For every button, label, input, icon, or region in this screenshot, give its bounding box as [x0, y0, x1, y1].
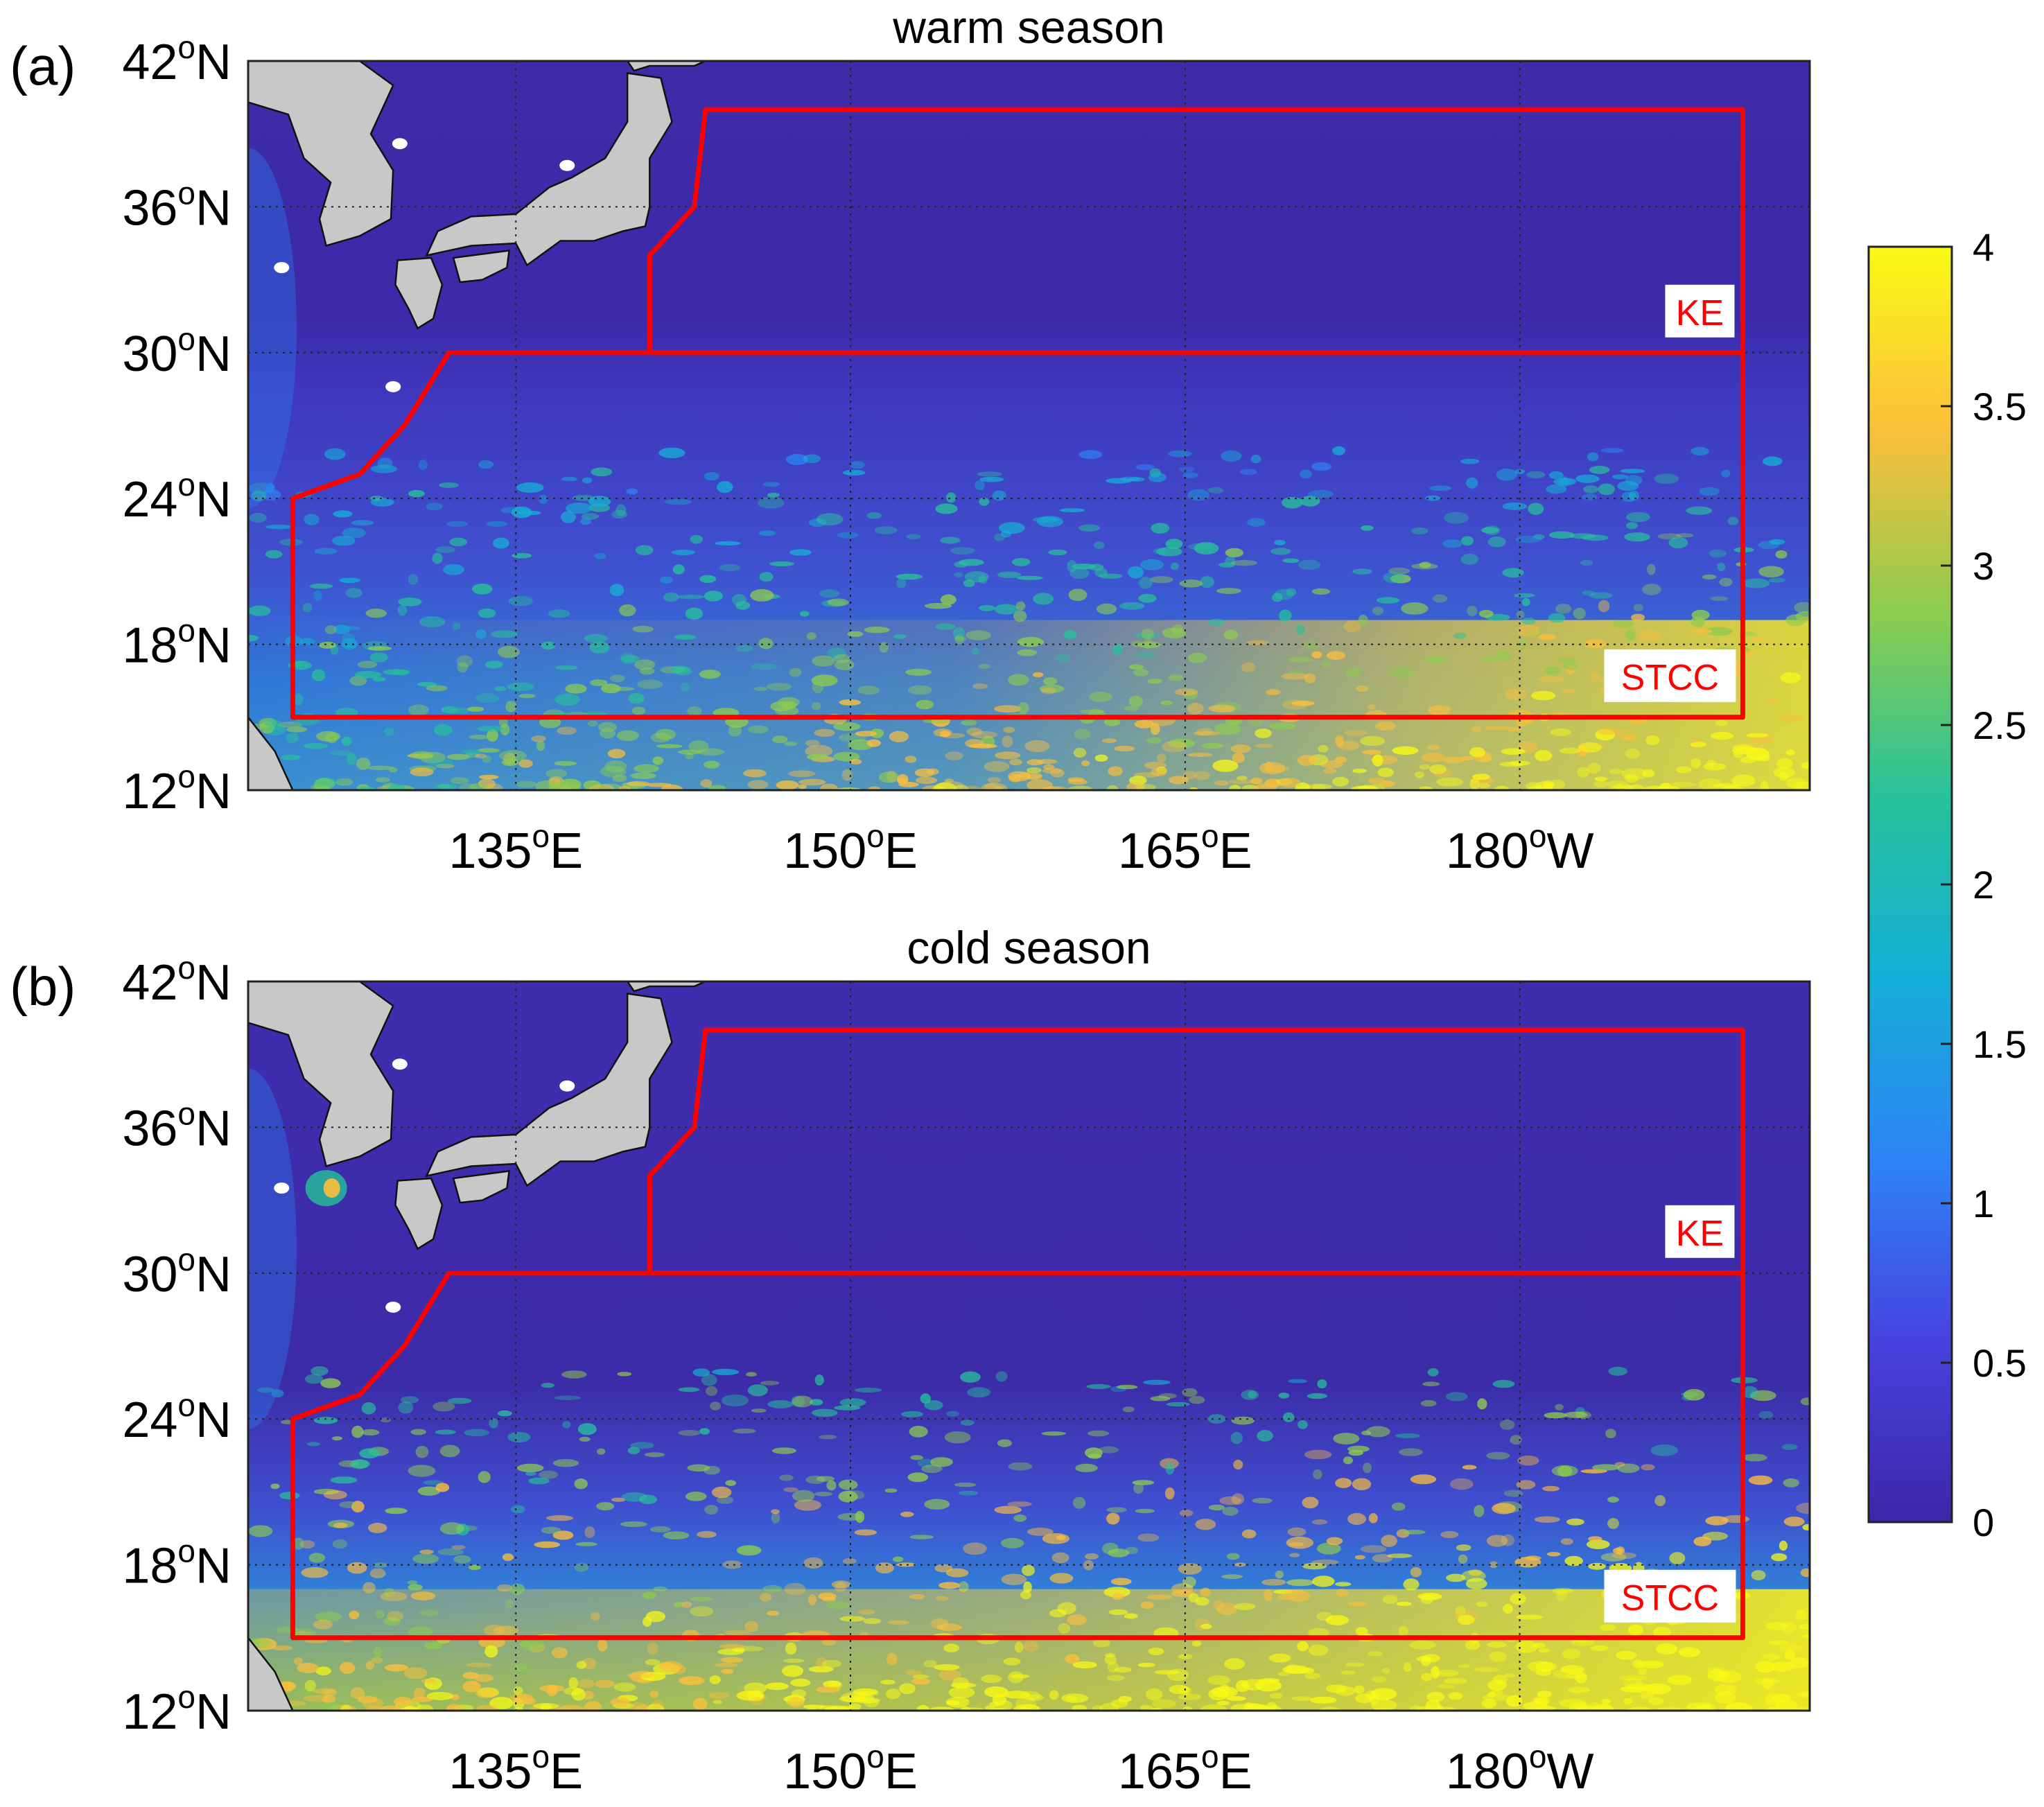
island: [385, 381, 401, 392]
speckle-texture: [248, 1366, 1810, 1711]
region-stcc-outline: [290, 350, 1745, 720]
lat-tick-label: 42oN: [122, 29, 232, 90]
map-panel-a: KE STCC warm season (a) 42oN 36oN 30oN 24oN 18oN…: [10, 1, 1811, 879]
lon-tick-label: 180oW: [1446, 1738, 1594, 1799]
island: [559, 159, 575, 171]
lat-tick-label: 18oN: [122, 613, 232, 674]
colorbar-tick-label: 2: [1973, 863, 1994, 907]
lat-tick-label: 30oN: [122, 1241, 232, 1302]
panel-letter: (b): [10, 956, 76, 1017]
stcc-label-bg: [1604, 649, 1736, 702]
colorbar-tick-label: 3.5: [1973, 385, 2027, 428]
lat-tick-label: 24oN: [122, 1387, 232, 1448]
map-panel-b: KE STCC cold season (b) 42oN 36oN 30oN 24oN 18oN…: [10, 922, 1811, 1799]
map-frame: [247, 60, 1811, 792]
panel-title: warm season: [892, 1, 1165, 53]
lat-tick-label: 18oN: [122, 1533, 232, 1594]
ocean-field: [248, 981, 1810, 1711]
region-stcc-outline: [290, 1271, 1745, 1641]
colorbar-bar: [1867, 245, 1953, 1524]
speckle-texture: [248, 446, 1810, 790]
ocean-field: [248, 61, 1810, 790]
colorbar-tick-label: 1: [1973, 1182, 1994, 1225]
ke-label: KE: [1676, 1214, 1724, 1254]
lon-tick-label: 135oE: [448, 818, 583, 879]
colorbar-tick-label: 1.5: [1973, 1022, 2027, 1066]
lon-tick-label: 180oW: [1446, 818, 1594, 879]
map-frame: [247, 980, 1811, 1712]
lon-tick-label: 165oE: [1118, 1738, 1252, 1799]
colorbar-tick-label: 0.5: [1973, 1341, 2027, 1385]
lat-tick-label: 36oN: [122, 175, 232, 236]
ke-label-bg: [1665, 1205, 1735, 1258]
island: [392, 1058, 408, 1070]
island: [559, 1080, 575, 1092]
colorbar: 0 0.5 1 1.5 2 2.5 3 3.5 4: [1867, 225, 2027, 1544]
stcc-label: STCC: [1621, 1578, 1720, 1618]
colorbar-tick-label: 4: [1973, 225, 1994, 269]
island: [392, 138, 408, 150]
island: [274, 1182, 290, 1194]
colorbar-tick-label: 2.5: [1973, 704, 2027, 747]
ke-label: KE: [1676, 293, 1724, 333]
land: [248, 981, 706, 1711]
lon-tick-label: 150oE: [783, 818, 918, 879]
ke-label-bg: [1665, 284, 1735, 338]
stcc-label: STCC: [1621, 658, 1720, 698]
panel-title: cold season: [907, 922, 1151, 973]
lat-tick-label: 30oN: [122, 321, 232, 382]
lat-tick-label: 24oN: [122, 466, 232, 527]
stcc-label-bg: [1604, 1569, 1736, 1623]
panel-letter: (a): [10, 35, 76, 96]
lat-tick-label: 12oN: [122, 758, 232, 819]
lat-tick-label: 36oN: [122, 1095, 232, 1156]
lon-tick-label: 150oE: [783, 1738, 918, 1799]
lat-tick-label: 42oN: [122, 950, 232, 1011]
lat-tick-label: 12oN: [122, 1679, 232, 1740]
land: [248, 61, 706, 790]
lon-tick-label: 165oE: [1118, 818, 1252, 879]
lon-tick-label: 135oE: [448, 1738, 583, 1799]
colorbar-tick-label: 0: [1973, 1501, 1994, 1544]
colorbar-tick-label: 3: [1973, 544, 1994, 588]
island: [385, 1301, 401, 1313]
island: [274, 262, 290, 274]
